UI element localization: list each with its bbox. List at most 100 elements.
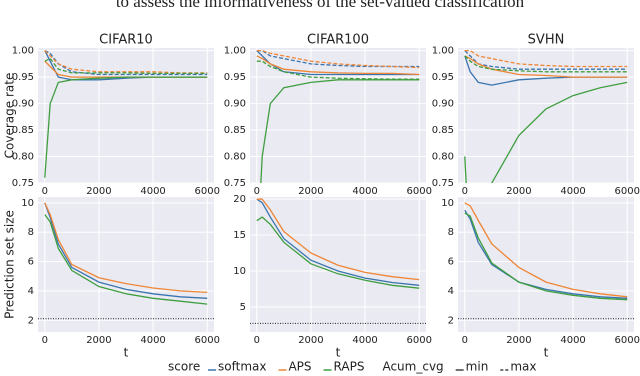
x-tick-label: 2000 [86, 186, 111, 197]
y-tick-label: 0.85 [432, 125, 454, 136]
y-tick-label: 1.00 [432, 46, 454, 57]
legend-label: softmax [218, 360, 266, 374]
x-tick-label: 2000 [298, 335, 323, 346]
x-tick-label: 0 [462, 186, 468, 197]
series-line [44, 202, 208, 294]
y-tick-label: 2 [28, 315, 34, 326]
y-tick-label: 6 [28, 257, 34, 268]
x-tick-label: 6000 [615, 335, 640, 346]
x-tick-label: 6000 [407, 186, 432, 197]
x-tick-label: 4000 [140, 335, 165, 346]
y-tick-label: 1.00 [12, 46, 34, 57]
chart-title: CIFAR100 [307, 33, 369, 48]
series-line [44, 57, 208, 75]
plot-area [464, 49, 628, 183]
legend-label: max [510, 360, 536, 374]
y-tick-label: 0.85 [224, 125, 246, 136]
series-line [464, 202, 628, 298]
plot-area [250, 198, 426, 324]
y-tick-label: 4 [28, 286, 34, 297]
plot-area [44, 50, 208, 178]
series-line [464, 55, 628, 78]
legend-label: APS [288, 360, 311, 374]
series-line [464, 50, 628, 70]
y-tick-label: 0.90 [12, 99, 34, 110]
x-tick-label: 6000 [195, 335, 220, 346]
y-tick-label: 8 [448, 227, 454, 238]
series-line [44, 50, 208, 74]
series-line [464, 49, 628, 68]
series-line [260, 79, 420, 183]
y-tick-label: 0.90 [224, 99, 246, 110]
y-tick-label: 0.95 [12, 72, 34, 83]
y-tick-label: 10 [233, 266, 246, 277]
x-tick-label: 2000 [298, 186, 323, 197]
x-axis-label: t [544, 346, 549, 360]
y-tick-label: 2 [448, 315, 454, 326]
y-tick-label: 0.75 [432, 178, 454, 189]
plot-background [38, 197, 214, 332]
x-tick-label: 2000 [86, 335, 111, 346]
x-tick-label: 0 [254, 186, 260, 197]
series-line [44, 76, 208, 178]
x-tick-label: 0 [42, 186, 48, 197]
series-line [256, 198, 420, 281]
x-tick-label: 6000 [615, 186, 640, 197]
y-axis-label: Prediction set size [3, 210, 17, 319]
legend-title: Acum_cvg [382, 360, 443, 374]
x-tick-label: 4000 [140, 186, 165, 197]
y-tick-label: 0.95 [224, 72, 246, 83]
x-tick-label: 6000 [195, 186, 220, 197]
series-line [464, 81, 628, 183]
y-axis-label: Coverage rate [3, 73, 17, 159]
plot-area [256, 49, 420, 183]
series-line [44, 50, 208, 76]
y-tick-label: 0.85 [12, 125, 34, 136]
x-tick-label: 6000 [407, 335, 432, 346]
y-tick-label: 10 [441, 198, 454, 209]
series-line [256, 55, 420, 76]
x-tick-label: 0 [254, 335, 260, 346]
x-tick-label: 0 [42, 335, 48, 346]
legend-title: score [168, 360, 200, 374]
x-tick-label: 4000 [352, 186, 377, 197]
plot-background [458, 197, 634, 332]
y-tick-label: 6 [448, 257, 454, 268]
series-line [44, 214, 208, 305]
x-tick-label: 2000 [506, 186, 531, 197]
plot-area [38, 202, 214, 320]
series-line [256, 60, 420, 80]
x-tick-label: 0 [462, 335, 468, 346]
legend-label: min [466, 360, 489, 374]
y-tick-label: 0.90 [432, 99, 454, 110]
y-tick-label: 4 [448, 286, 454, 297]
x-axis-label: t [124, 346, 129, 360]
y-tick-label: 5 [240, 302, 246, 313]
y-tick-label: 8 [28, 227, 34, 238]
series-line [256, 198, 420, 286]
y-tick-label: 0.75 [12, 178, 34, 189]
legend-label: RAPS [334, 360, 365, 374]
plot-area [458, 202, 634, 320]
y-tick-label: 20 [233, 194, 246, 205]
y-tick-label: 1.00 [224, 46, 246, 57]
series-line [464, 212, 628, 301]
series-line [256, 216, 420, 289]
x-tick-label: 4000 [560, 186, 585, 197]
y-tick-label: 0.80 [12, 152, 34, 163]
x-tick-label: 4000 [560, 335, 585, 346]
y-tick-label: 0.80 [224, 152, 246, 163]
x-tick-label: 2000 [506, 335, 531, 346]
chart-title: SVHN [528, 33, 565, 48]
y-tick-label: 10 [21, 198, 34, 209]
y-tick-label: 0.75 [224, 178, 246, 189]
plot-background [458, 48, 634, 183]
series-line [256, 49, 420, 69]
y-tick-label: 15 [233, 230, 246, 241]
y-tick-label: 0.95 [432, 72, 454, 83]
x-axis-label: t [336, 346, 341, 360]
chart-title: CIFAR10 [99, 33, 153, 48]
plot-background [38, 48, 214, 183]
series-line [256, 50, 420, 76]
